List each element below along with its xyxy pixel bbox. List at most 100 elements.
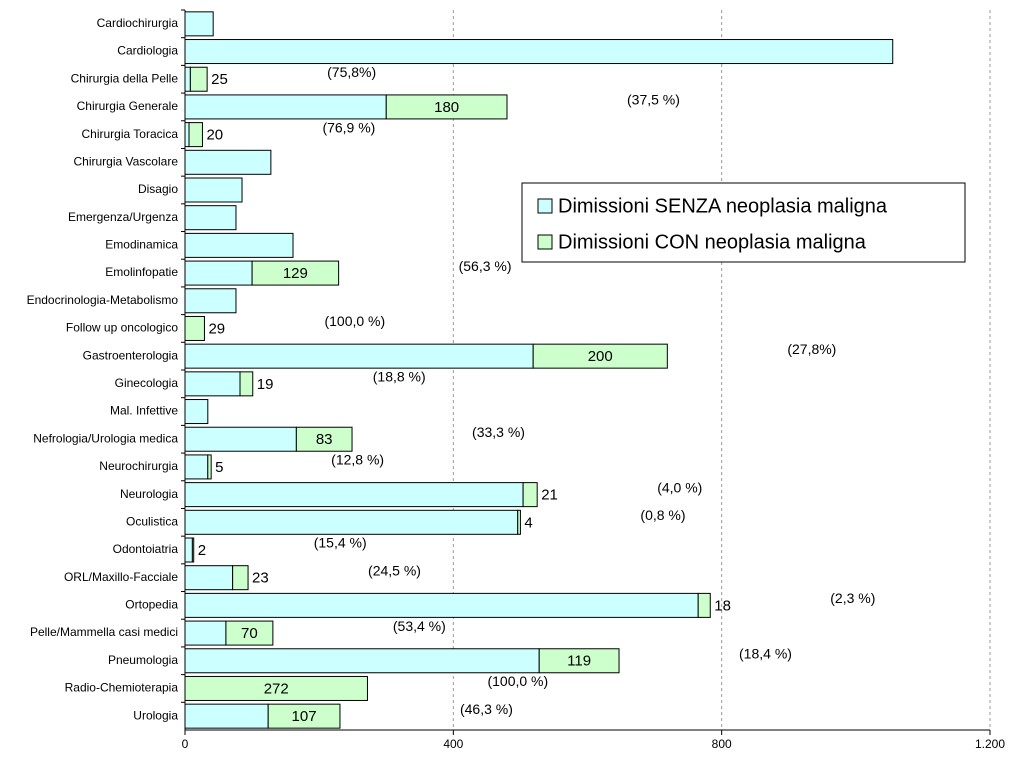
- bar: [184, 260, 253, 286]
- percent-label: (33,3 %): [472, 424, 525, 440]
- bar: [189, 66, 208, 92]
- legend-label: Dimissioni SENZA neoplasia maligna: [558, 195, 888, 217]
- y-tick-label: Neurochirurgia: [99, 459, 178, 473]
- value-label: 21: [541, 487, 558, 504]
- y-tick-label: Mal. Infettive: [110, 404, 178, 418]
- y-tick-label: Nefrologia/Urologia medica: [33, 431, 178, 445]
- y-tick-label: Chirurgia Vascolare: [74, 154, 179, 168]
- y-tick-label: Emergenza/Urgenza: [68, 210, 178, 224]
- bar: [184, 122, 190, 148]
- y-tick-label: Emodinamica: [105, 238, 178, 252]
- y-tick-label: ORL/Maxillo-Facciale: [64, 570, 178, 584]
- percent-label: (0,8 %): [640, 507, 685, 523]
- y-tick-label: Ortopedia: [125, 598, 178, 612]
- bar: [184, 94, 387, 120]
- value-label: 4: [524, 514, 532, 531]
- value-label: 129: [283, 265, 308, 282]
- value-label: 272: [264, 680, 289, 697]
- bar: [697, 592, 711, 618]
- bar: [184, 288, 237, 314]
- y-tick-label: Endocrinologia-Metabolismo: [27, 293, 179, 307]
- bar: [267, 703, 341, 729]
- x-tick-label: 800: [712, 737, 732, 751]
- y-tick-label: Urologia: [133, 708, 178, 722]
- legend-box: [521, 182, 966, 263]
- bar: [184, 454, 209, 480]
- value-label: 2: [198, 542, 206, 559]
- bar: [184, 592, 699, 618]
- bar: [184, 177, 243, 203]
- bar: [532, 343, 668, 369]
- y-tick-label: Pneumologia: [108, 653, 178, 667]
- percent-label: (75,8%): [327, 64, 376, 80]
- bar: [251, 260, 340, 286]
- legend-swatch: [537, 234, 553, 250]
- y-tick-label: Disagio: [138, 182, 178, 196]
- percent-label: (46,3 %): [460, 701, 513, 717]
- value-label: 200: [588, 348, 613, 365]
- bar: [184, 620, 227, 646]
- value-label: 18: [714, 597, 731, 614]
- bar: [295, 426, 353, 452]
- value-label: 5: [215, 459, 223, 476]
- bar: [191, 537, 195, 563]
- y-tick-label: Radio-Chemioterapia: [65, 681, 179, 695]
- bar: [184, 343, 534, 369]
- percent-label: (15,4 %): [314, 535, 367, 551]
- percent-label: (4,0 %): [657, 479, 702, 495]
- bar: [232, 565, 249, 591]
- bar: [184, 482, 524, 508]
- y-tick-label: Neurologia: [120, 487, 178, 501]
- bar: [184, 66, 191, 92]
- percent-label: (24,5 %): [368, 562, 421, 578]
- percent-label: (53,4 %): [393, 618, 446, 634]
- bar: [184, 371, 241, 397]
- bar: [188, 122, 203, 148]
- bar: [184, 675, 368, 701]
- percent-label: (18,4 %): [739, 645, 792, 661]
- bar: [184, 11, 214, 37]
- bar: [184, 315, 205, 341]
- y-tick-label: Oculistica: [126, 514, 178, 528]
- value-label: 19: [257, 376, 274, 393]
- bar: [184, 537, 193, 563]
- y-tick-label: Chirurgia Generale: [77, 99, 179, 113]
- x-tick-label: 1.200: [975, 737, 1005, 751]
- y-tick-label: Chirurgia Toracica: [82, 127, 179, 141]
- percent-label: (27,8%): [787, 341, 836, 357]
- bar: [184, 149, 272, 175]
- bar: [184, 39, 894, 65]
- x-tick-label: 0: [182, 737, 189, 751]
- y-tick-label: Odontoiatria: [113, 542, 179, 556]
- y-tick-label: Emolinfopatie: [105, 265, 178, 279]
- value-label: 23: [252, 570, 269, 587]
- percent-label: (100,0 %): [487, 673, 548, 689]
- value-label: 20: [206, 127, 223, 144]
- value-label: 119: [567, 653, 591, 670]
- x-tick-label: 400: [443, 737, 463, 751]
- bar: [184, 205, 237, 231]
- y-tick-label: Follow up oncologico: [66, 321, 178, 335]
- value-label: 107: [292, 708, 317, 725]
- percent-label: (18,8 %): [373, 369, 426, 385]
- legend-label: Dimissioni CON neoplasia maligna: [558, 231, 867, 253]
- bar: [538, 648, 620, 674]
- percent-label: (2,3 %): [830, 590, 875, 606]
- bar: [184, 703, 269, 729]
- bar: [207, 454, 212, 480]
- bar: [225, 620, 274, 646]
- bar: [522, 482, 538, 508]
- bar: [239, 371, 254, 397]
- bar: [184, 509, 519, 535]
- percent-label: (12,8 %): [331, 452, 384, 468]
- bar: [184, 399, 209, 425]
- y-tick-label: Cardiochirurgia: [97, 16, 179, 30]
- bar: [184, 565, 234, 591]
- y-tick-label: Chirurgia della Pelle: [71, 71, 179, 85]
- percent-label: (100,0 %): [324, 313, 385, 329]
- percent-label: (37,5 %): [627, 92, 680, 108]
- value-label: 70: [241, 625, 258, 642]
- bar: [184, 232, 294, 258]
- bar: [184, 648, 540, 674]
